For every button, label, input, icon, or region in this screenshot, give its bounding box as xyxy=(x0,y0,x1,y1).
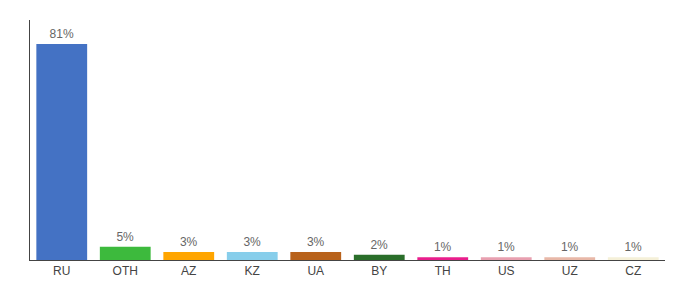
svg-text:3%: 3% xyxy=(307,235,325,249)
svg-text:1%: 1% xyxy=(561,240,579,254)
svg-text:KZ: KZ xyxy=(245,264,260,278)
svg-text:1%: 1% xyxy=(497,240,515,254)
svg-text:AZ: AZ xyxy=(181,264,196,278)
svg-text:UZ: UZ xyxy=(562,264,578,278)
svg-text:CZ: CZ xyxy=(625,264,641,278)
svg-text:2%: 2% xyxy=(370,238,388,252)
svg-text:TH: TH xyxy=(435,264,451,278)
svg-text:OTH: OTH xyxy=(113,264,138,278)
svg-text:5%: 5% xyxy=(116,230,134,244)
svg-text:US: US xyxy=(498,264,515,278)
svg-text:1%: 1% xyxy=(624,240,642,254)
svg-text:81%: 81% xyxy=(50,27,74,41)
svg-text:3%: 3% xyxy=(180,235,198,249)
svg-text:1%: 1% xyxy=(434,240,452,254)
svg-text:BY: BY xyxy=(371,264,387,278)
svg-text:3%: 3% xyxy=(243,235,261,249)
svg-text:RU: RU xyxy=(53,264,70,278)
svg-text:UA: UA xyxy=(307,264,324,278)
